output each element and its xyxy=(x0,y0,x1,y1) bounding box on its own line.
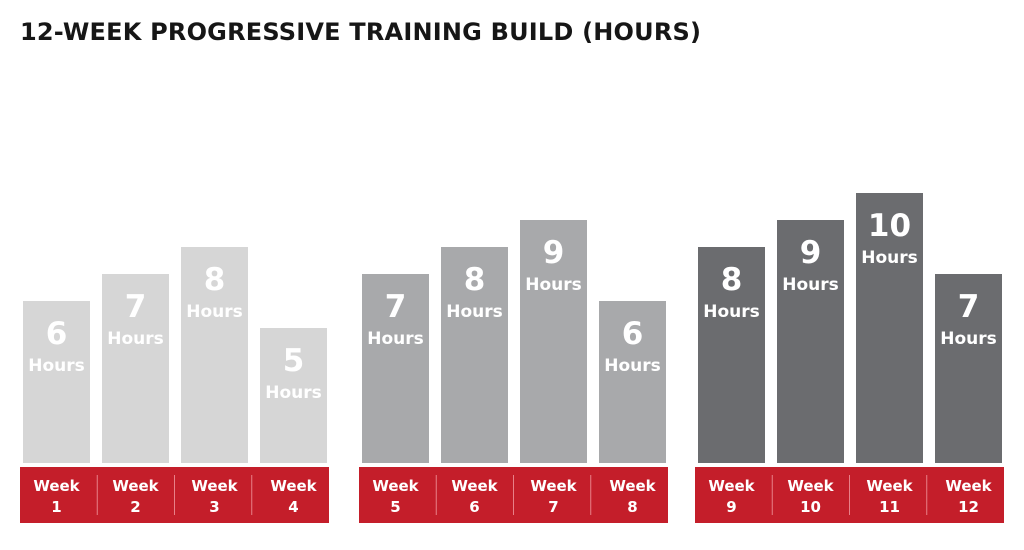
week-word-label-9: Week xyxy=(708,477,755,495)
week-word-label-4: Week xyxy=(270,477,317,495)
bar-value-label-week-2: 7 xyxy=(125,289,147,325)
bar-value-label-week-8: 6 xyxy=(622,316,644,352)
bar-week-10 xyxy=(777,220,844,463)
week-word-label-10: Week xyxy=(787,477,834,495)
bar-unit-label-week-10: Hours xyxy=(782,275,839,295)
bar-week-2 xyxy=(102,274,169,463)
bar-value-label-week-11: 10 xyxy=(868,208,911,244)
bar-unit-label-week-1: Hours xyxy=(28,356,85,376)
bar-week-9 xyxy=(698,247,765,463)
week-number-label-7: 7 xyxy=(548,498,558,516)
week-word-label-6: Week xyxy=(451,477,498,495)
bar-value-label-week-6: 8 xyxy=(464,262,486,298)
week-number-label-2: 2 xyxy=(130,498,140,516)
chart-title: 12-WEEK PROGRESSIVE TRAINING BUILD (HOUR… xyxy=(20,18,702,46)
bar-week-4 xyxy=(260,328,327,463)
bar-week-3 xyxy=(181,247,248,463)
week-number-label-3: 3 xyxy=(209,498,219,516)
bar-value-label-week-12: 7 xyxy=(958,289,980,325)
week-word-label-2: Week xyxy=(112,477,159,495)
week-word-label-7: Week xyxy=(530,477,577,495)
bar-unit-label-week-7: Hours xyxy=(525,275,582,295)
week-number-label-8: 8 xyxy=(627,498,637,516)
bar-week-11 xyxy=(856,193,923,463)
week-number-label-10: 10 xyxy=(800,498,821,516)
bar-unit-label-week-3: Hours xyxy=(186,302,243,322)
week-word-label-5: Week xyxy=(372,477,419,495)
bar-unit-label-week-11: Hours xyxy=(861,248,918,268)
bar-unit-label-week-4: Hours xyxy=(265,383,322,403)
bar-value-label-week-4: 5 xyxy=(283,343,305,379)
bar-week-1 xyxy=(23,301,90,463)
week-number-label-11: 11 xyxy=(879,498,900,516)
week-number-label-6: 6 xyxy=(469,498,479,516)
bar-week-6 xyxy=(441,247,508,463)
bar-week-12 xyxy=(935,274,1002,463)
week-number-label-5: 5 xyxy=(390,498,400,516)
week-word-label-11: Week xyxy=(866,477,913,495)
bar-value-label-week-5: 7 xyxy=(385,289,407,325)
week-word-label-12: Week xyxy=(945,477,992,495)
week-number-label-4: 4 xyxy=(288,498,298,516)
bar-week-7 xyxy=(520,220,587,463)
week-word-label-3: Week xyxy=(191,477,238,495)
bar-week-8 xyxy=(599,301,666,463)
week-number-label-12: 12 xyxy=(958,498,979,516)
week-number-label-9: 9 xyxy=(726,498,736,516)
bar-value-label-week-1: 6 xyxy=(46,316,68,352)
bar-unit-label-week-6: Hours xyxy=(446,302,503,322)
bar-unit-label-week-5: Hours xyxy=(367,329,424,349)
bar-value-label-week-3: 8 xyxy=(204,262,226,298)
bar-week-5 xyxy=(362,274,429,463)
week-word-label-1: Week xyxy=(33,477,80,495)
week-number-label-1: 1 xyxy=(51,498,61,516)
bar-unit-label-week-2: Hours xyxy=(107,329,164,349)
bar-value-label-week-9: 8 xyxy=(721,262,743,298)
bar-unit-label-week-12: Hours xyxy=(940,329,997,349)
bar-value-label-week-10: 9 xyxy=(800,235,822,271)
bar-unit-label-week-8: Hours xyxy=(604,356,661,376)
bar-value-label-week-7: 9 xyxy=(543,235,565,271)
week-word-label-8: Week xyxy=(609,477,656,495)
bar-unit-label-week-9: Hours xyxy=(703,302,760,322)
